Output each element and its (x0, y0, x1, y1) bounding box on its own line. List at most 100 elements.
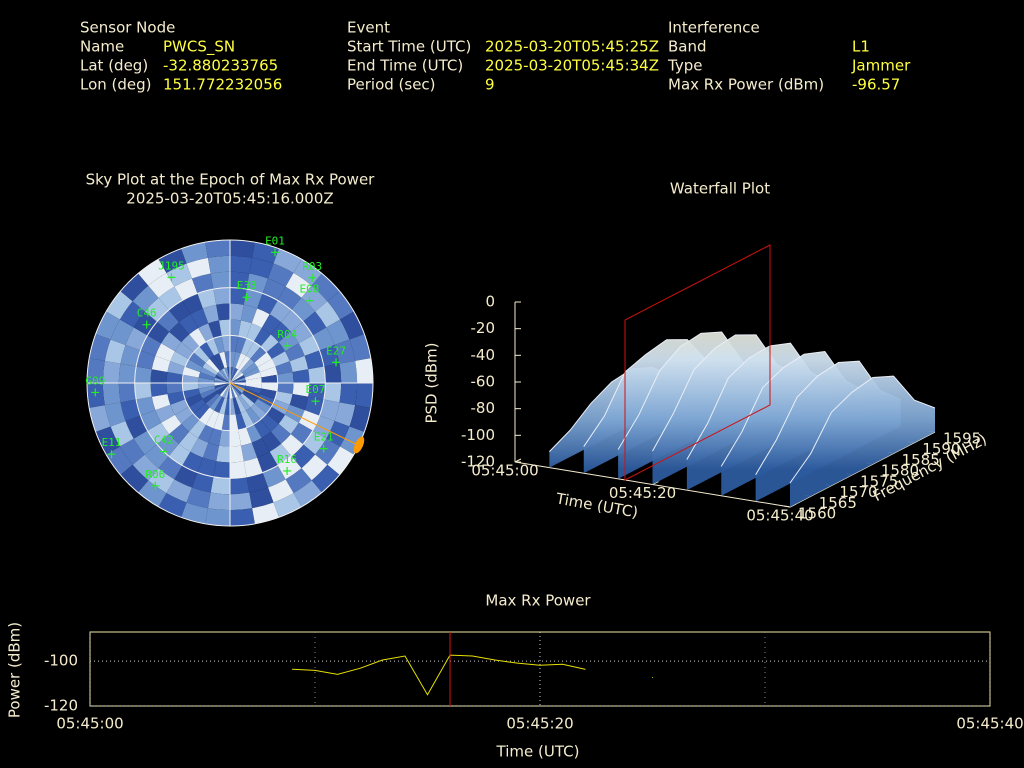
sky-cell (230, 369, 241, 383)
sky-cell (245, 341, 261, 359)
sky-cell (349, 334, 371, 361)
sky-cell (181, 502, 208, 524)
field-value: -32.880233765 (163, 57, 278, 75)
sky-cell (230, 445, 244, 463)
z-tick-label: 0 (485, 293, 495, 311)
sky-cell (268, 479, 294, 503)
sky-cell (140, 410, 162, 431)
sky-cell (106, 291, 133, 320)
chart-title: Sky Plot at the Epoch of Max Rx Power (86, 171, 376, 189)
ribbon-fill (790, 376, 935, 507)
sky-cell (221, 414, 230, 431)
sky-cell (148, 468, 175, 494)
sky-cell (323, 363, 342, 383)
sky-cell (227, 383, 230, 399)
sky-cell (250, 346, 267, 363)
satellite-marker (332, 358, 341, 367)
sky-cell (104, 339, 126, 364)
sky-cell (148, 272, 175, 298)
sky-cell (174, 278, 198, 301)
satellite-label: R03 (302, 260, 322, 273)
sky-cell (205, 508, 230, 526)
field-value: 9 (485, 76, 495, 94)
field-value: Jammer (851, 57, 911, 75)
sky-cell (319, 399, 340, 422)
sky-cell (202, 304, 219, 324)
sky-cell (285, 343, 305, 362)
satellite-label: E11 (102, 436, 122, 449)
sky-cell (215, 375, 230, 383)
sky-cell (289, 355, 309, 372)
sky-cell (202, 390, 218, 404)
section-heading: Sensor Node (80, 19, 175, 37)
sky-cell (183, 366, 201, 378)
sky-cell (301, 454, 328, 481)
sky-cell (102, 383, 121, 406)
sky-cell (291, 297, 316, 322)
sky-cell (271, 351, 290, 367)
sky-cell (240, 410, 254, 428)
sky-cell (243, 289, 263, 309)
section-heading: Interference (668, 19, 760, 37)
sky-cell (326, 319, 350, 345)
z-tick-label: -20 (471, 319, 496, 337)
sky-cell (120, 464, 149, 493)
sky-cell (181, 413, 200, 432)
sky-cell (224, 398, 230, 415)
sky-cell (230, 508, 255, 526)
sky-cell (208, 320, 222, 339)
sky-cell (219, 397, 228, 415)
sky-cell (241, 442, 258, 462)
sky-cell (230, 372, 244, 383)
field-label: Start Time (UTC) (347, 38, 471, 56)
sky-cell (270, 423, 291, 444)
sky-cell (110, 421, 134, 447)
satellite-label: E21 (314, 431, 334, 444)
sky-cell (241, 304, 258, 324)
x-tick-label: 05:45:00 (471, 462, 538, 480)
sky-cell (230, 370, 243, 383)
sky-cell (219, 383, 230, 397)
sky-cell (257, 451, 278, 473)
field-label: Lat (deg) (80, 57, 148, 75)
sky-cell (315, 438, 341, 465)
sky-cell (206, 338, 220, 356)
sky-cell (155, 404, 175, 423)
section-heading: Event (347, 19, 390, 37)
sky-cell (132, 285, 159, 312)
sky-cell (191, 472, 214, 493)
sky-cell (273, 493, 302, 518)
satellite-marker (142, 320, 151, 329)
satellite-label: J195 (158, 259, 185, 272)
sky-cell (260, 413, 279, 432)
sky-cell (150, 369, 168, 383)
sky-cell (291, 444, 316, 469)
sky-cell (199, 407, 215, 425)
sky-cell (252, 242, 279, 264)
satellite-label: E07 (306, 383, 326, 396)
sky-cell (182, 374, 199, 383)
sky-cell (227, 367, 230, 383)
sky-cell (274, 391, 293, 405)
sky-cell (311, 464, 340, 493)
sky-cell (120, 344, 141, 367)
sky-cell (166, 371, 184, 383)
x-tick (514, 458, 522, 463)
sky-cell (151, 355, 171, 372)
sky-cell (210, 476, 230, 495)
sky-cell (319, 344, 340, 367)
sky-cell (213, 412, 225, 430)
sky-cell (166, 383, 184, 395)
sky-cell (334, 339, 356, 364)
jammer-track (353, 436, 365, 454)
sky-cell (242, 362, 258, 376)
sky-cell (237, 395, 251, 411)
sky-cell (158, 248, 187, 273)
sky-cell (244, 372, 262, 381)
sky-cell (315, 301, 341, 328)
sky-cell (340, 311, 365, 340)
y-tick-label: 1585 (902, 451, 940, 469)
sky-cell (190, 438, 209, 458)
y-tick-label: 1595 (943, 430, 981, 448)
